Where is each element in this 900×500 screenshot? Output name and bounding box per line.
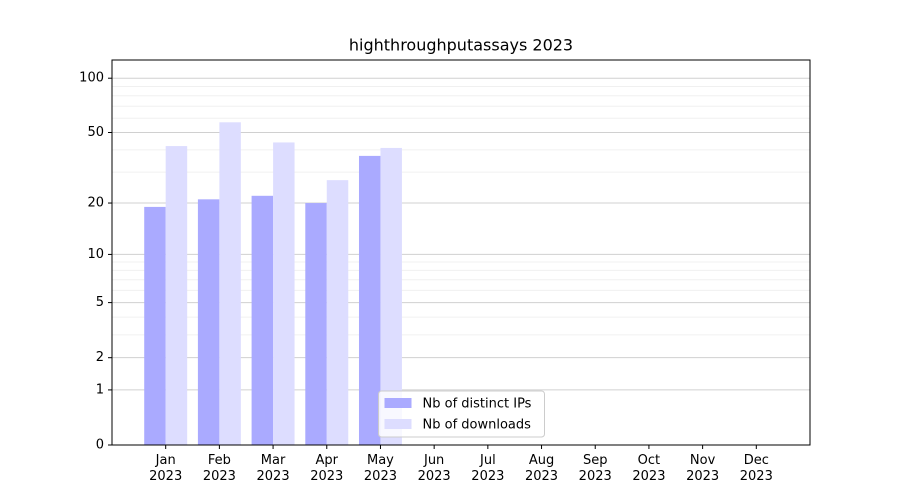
- legend-box: [378, 390, 545, 438]
- bar: [326, 180, 349, 445]
- y-tick-label: 5: [96, 295, 104, 310]
- bar: [358, 155, 381, 445]
- y-tick-label: 100: [79, 71, 104, 86]
- x-tick-label: Mar 2023: [256, 453, 290, 484]
- bar: [380, 147, 402, 445]
- bar: [165, 146, 188, 445]
- x-tick-label: Sep 2023: [578, 453, 612, 484]
- x-tick-label: May 2023: [363, 453, 397, 484]
- legend: Nb of distinct IPs Nb of downloads: [378, 390, 545, 438]
- bar: [144, 206, 166, 445]
- legend-label: Nb of downloads: [423, 418, 532, 433]
- x-tick-label: Jun 2023: [417, 453, 451, 484]
- legend-swatch: [384, 398, 412, 408]
- chart-title: highthroughputassays 2023: [349, 36, 573, 55]
- plot-frame: [111, 59, 811, 446]
- y-tick-label: 0: [96, 438, 104, 453]
- y-tick-label: 1: [96, 382, 104, 397]
- legend-swatch: [384, 419, 412, 429]
- y-tick-label: 2: [96, 350, 104, 365]
- x-tick-label: Oct 2023: [632, 453, 666, 484]
- legend-label: Nb of distinct IPs: [423, 397, 532, 412]
- bar: [305, 203, 327, 445]
- y-tick-label: 50: [87, 125, 104, 140]
- bar: [197, 199, 220, 445]
- x-tick-label: Jan 2023: [149, 453, 183, 484]
- y-tick-label: 10: [87, 247, 104, 262]
- x-tick-label: Feb 2023: [202, 453, 236, 484]
- x-tick-label: Apr 2023: [310, 453, 344, 484]
- bar: [273, 142, 295, 445]
- x-tick-label: Jul 2023: [471, 453, 505, 484]
- x-tick-label: Aug 2023: [524, 453, 559, 484]
- bar: [219, 122, 241, 445]
- x-tick-label: Nov 2023: [686, 453, 720, 484]
- x-tick-label: Dec 2023: [739, 453, 773, 484]
- bar: [251, 195, 274, 445]
- y-tick-label: 20: [87, 196, 104, 211]
